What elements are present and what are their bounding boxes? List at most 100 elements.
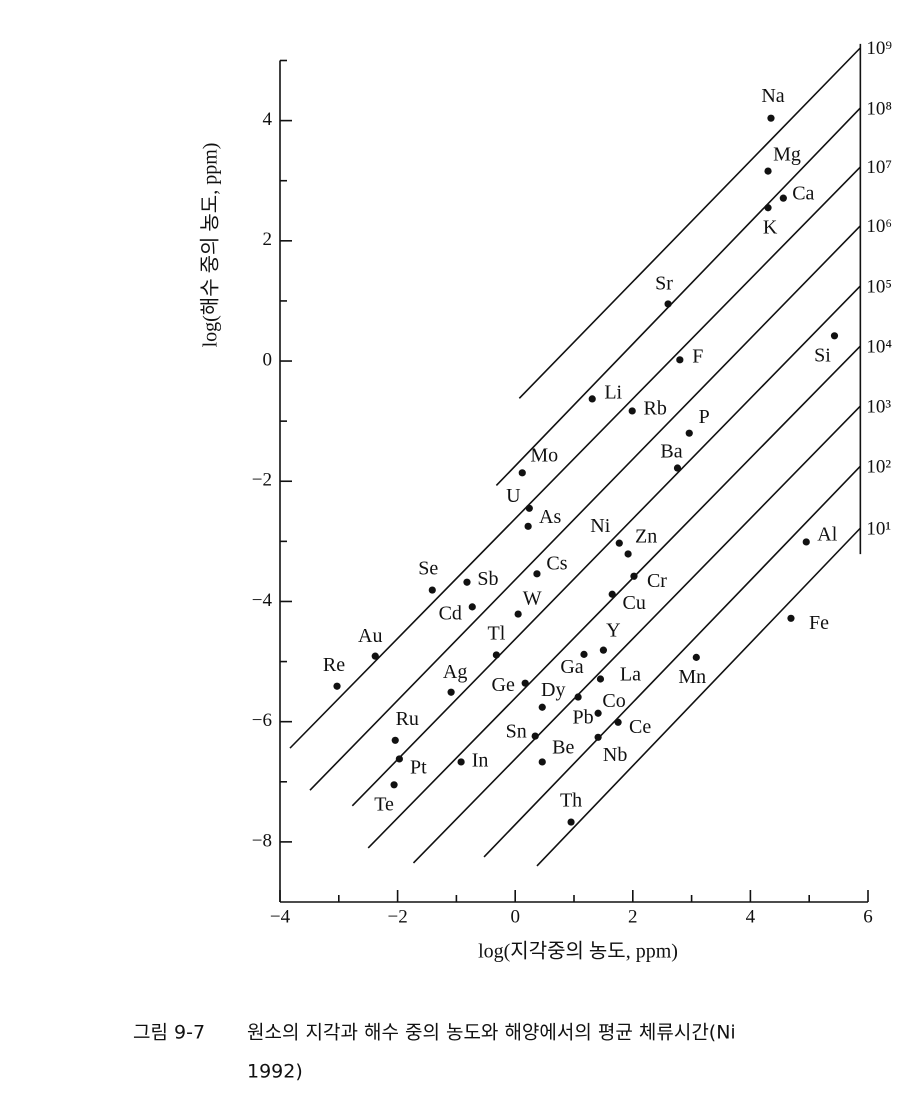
point-label: Sn [506, 721, 527, 743]
point-label: Mn [678, 666, 706, 688]
point-label: Mg [773, 144, 801, 166]
data-point [673, 464, 682, 472]
point-label: Pt [410, 757, 427, 779]
point-label: Na [761, 85, 784, 107]
point-label: Pb [573, 707, 594, 729]
y-axis-title: log(해수 중의 농도, ppm) [199, 143, 222, 348]
data-point [531, 732, 539, 740]
data-point [764, 167, 772, 175]
point-label: Ru [396, 708, 419, 730]
x-tick-label: 4 [746, 906, 756, 927]
residence-label: 10⁴ [866, 336, 892, 357]
point-label: P [699, 406, 710, 428]
point-label: Tl [487, 623, 505, 645]
data-point [457, 758, 465, 766]
point-label: Fe [809, 612, 829, 634]
residence-line [351, 285, 861, 807]
residence-line [309, 225, 861, 791]
data-point [492, 651, 500, 659]
data-point [533, 570, 541, 578]
point-label: Nb [603, 744, 627, 766]
residence-line [518, 47, 861, 399]
data-point [664, 300, 672, 308]
point-label: Au [358, 625, 382, 647]
data-point [767, 114, 775, 122]
point-label: Li [604, 381, 622, 403]
y-tick-label: −6 [252, 710, 272, 731]
point-label: Rb [644, 398, 667, 420]
point-label: Te [374, 793, 394, 815]
point-label: K [763, 216, 778, 238]
data-point [390, 781, 398, 789]
residence-line [495, 107, 861, 487]
data-point [802, 538, 810, 546]
y-tick-label: 0 [263, 349, 273, 370]
residence-label: 10⁵ [866, 276, 892, 297]
y-tick-label: −4 [252, 590, 273, 611]
data-point [630, 572, 638, 580]
data-point [580, 650, 588, 658]
data-point [395, 755, 403, 763]
x-tick-label: 2 [628, 906, 638, 927]
data-point [538, 758, 546, 766]
data-point [676, 356, 684, 364]
data-point [594, 709, 602, 717]
caption-text: 1992) [247, 1061, 303, 1083]
data-point [615, 539, 623, 547]
caption-text: 원소의 지각과 해수 중의 농도와 해양에서의 평균 체류시간(Ni [247, 1022, 736, 1044]
data-point [628, 407, 636, 415]
data-point [787, 614, 795, 622]
x-tick-label: 6 [863, 906, 873, 927]
data-point [447, 688, 455, 696]
point-label: Ga [560, 656, 583, 678]
point-label: Mo [530, 444, 558, 466]
data-point [371, 652, 379, 660]
point-label: In [472, 750, 489, 772]
point-label: Y [606, 620, 620, 642]
data-point [468, 603, 476, 611]
residence-line [483, 465, 861, 858]
data-point [614, 718, 622, 726]
point-label: Se [418, 558, 438, 580]
y-tick-label: −2 [252, 470, 272, 491]
point-label: Ce [629, 716, 651, 738]
point-label: Zn [635, 526, 657, 548]
data-point [463, 578, 471, 586]
x-tick-label: −4 [270, 906, 291, 927]
residence-line [536, 527, 861, 867]
data-point [525, 504, 533, 512]
point-label: Ni [590, 515, 610, 537]
data-point [518, 469, 526, 477]
data-point [391, 736, 399, 744]
point-label: Cd [439, 602, 462, 624]
data-point [574, 693, 582, 701]
point-label: W [523, 588, 542, 610]
residence-line [412, 405, 861, 864]
point-label: U [506, 485, 521, 507]
data-point [692, 653, 700, 661]
data-point [599, 646, 608, 654]
y-tick-label: 4 [263, 109, 273, 130]
residence-label: 10⁹ [866, 38, 892, 59]
point-label: Ca [792, 183, 814, 205]
residence-label: 10¹ [866, 518, 891, 539]
point-label: Cs [546, 552, 567, 574]
data-point [428, 586, 436, 594]
data-point [538, 703, 546, 711]
point-label: Co [602, 690, 625, 712]
data-point [764, 204, 772, 212]
point-label: Cr [647, 570, 667, 592]
point-label: Si [814, 344, 831, 366]
data-point [524, 522, 532, 530]
data-point [596, 675, 605, 683]
residence-label: 10² [866, 457, 891, 478]
point-label: Al [817, 524, 837, 546]
point-label: La [620, 664, 641, 686]
data-point [779, 194, 787, 202]
data-point [588, 395, 596, 403]
data-point [624, 550, 632, 558]
point-label: Sr [655, 273, 673, 295]
point-label: Re [323, 654, 345, 676]
data-point [830, 332, 839, 340]
